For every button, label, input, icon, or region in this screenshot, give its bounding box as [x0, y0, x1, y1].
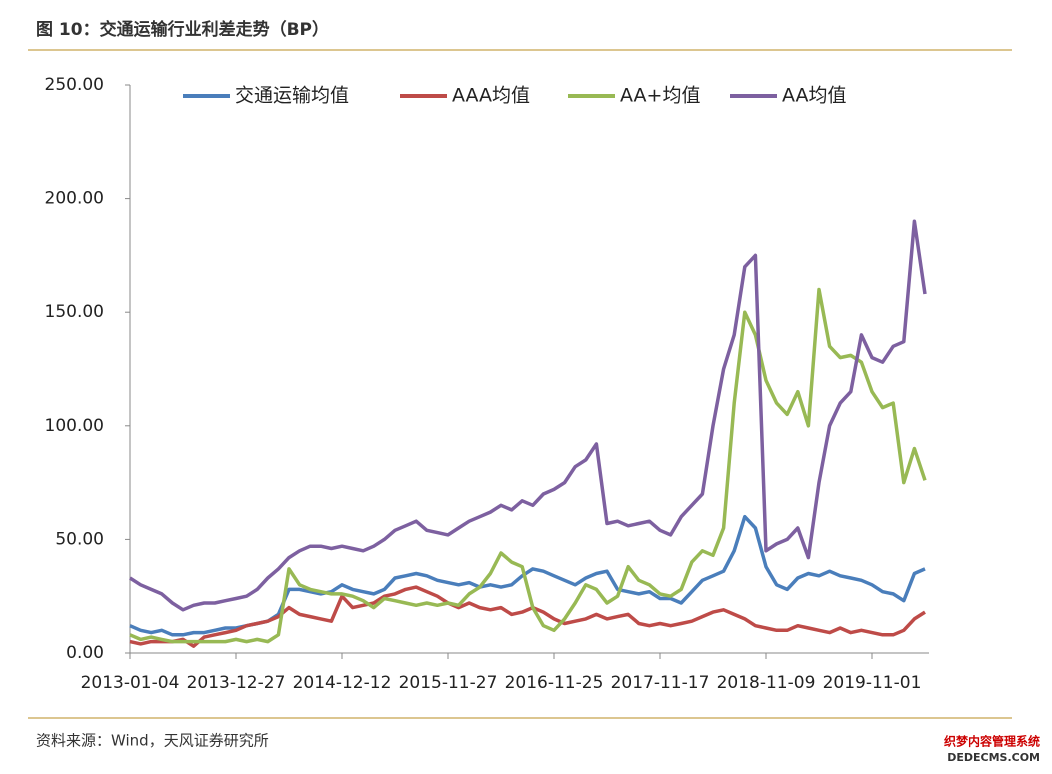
x-tick-label: 2013-12-27 — [187, 673, 286, 693]
y-tick-label: 100.00 — [45, 416, 104, 436]
y-tick-label: 50.00 — [55, 529, 104, 549]
y-tick-label: 200.00 — [45, 189, 104, 209]
title: 图 10：交通运输行业利差走势（BP） — [36, 19, 329, 40]
watermark-url: DEDECMS.COM — [947, 751, 1040, 764]
series-line — [129, 287, 927, 644]
legend-label: AA均值 — [782, 85, 847, 107]
x-tick-label: 2018-11-09 — [717, 673, 816, 693]
x-tick-label: 2016-11-25 — [505, 673, 604, 693]
y-tick-label: 0.00 — [66, 643, 104, 663]
x-tick-label: 2014-12-12 — [293, 673, 392, 693]
series-line — [129, 585, 926, 648]
source: 资料来源：Wind，天风证券研究所 — [36, 732, 269, 750]
chart: 0.00 50.00 100.00 150.00 200.00 250.00 2013-01… — [45, 75, 929, 693]
series-line — [129, 514, 926, 637]
y-tick-label: 250.00 — [45, 75, 104, 95]
x-tick-label: 2019-11-01 — [823, 673, 922, 693]
x-tick-label: 2015-11-27 — [399, 673, 498, 693]
legend-label: AA+均值 — [620, 85, 700, 107]
x-tick-label: 2017-11-17 — [611, 673, 710, 693]
x-tick-label: 2013-01-04 — [81, 673, 180, 693]
legend-label: 交通运输均值 — [235, 85, 349, 107]
y-tick-label: 150.00 — [45, 302, 104, 322]
watermark: 织梦内容管理系统 — [944, 734, 1040, 749]
series-line — [129, 219, 927, 612]
legend-label: AAA均值 — [452, 85, 530, 107]
